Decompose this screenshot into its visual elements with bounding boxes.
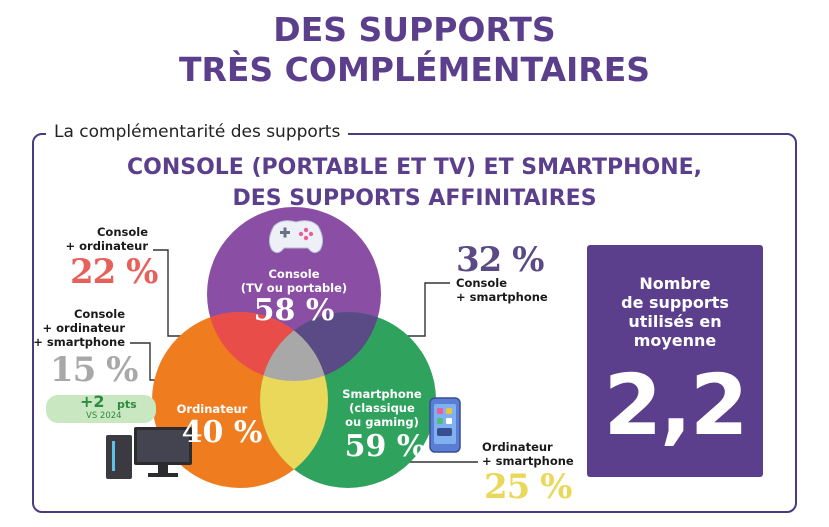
ordinateur-label: Ordinateur <box>177 402 248 416</box>
trend-badge-value: +2 <box>80 392 105 411</box>
console-value: 58 % <box>254 293 335 328</box>
stat-box <box>587 245 763 477</box>
all-three-label-line-2: + ordinateur <box>42 321 126 335</box>
ordinateur-smartphone-label: Ordinateur + smartphone <box>482 440 582 468</box>
console-ordinateur-label-line-1: Console <box>96 225 148 239</box>
smartphone-label-line-2: (classique <box>349 401 415 415</box>
all-three-label-line-1: Console <box>73 307 125 321</box>
ordinateur-smartphone-label-line-2: + smartphone <box>482 454 574 468</box>
trend-badge-unit: pts <box>117 398 137 411</box>
console-ordinateur-label: Console + ordinateur <box>60 225 149 253</box>
console-ordinateur-value: 22 % <box>70 252 158 292</box>
venn-intersection-all-three <box>260 312 328 381</box>
ordinateur-smartphone-value: 25 % <box>484 467 572 507</box>
chart-subtitle: CONSOLE (PORTABLE ET TV) ET SMARTPHONE, … <box>0 152 829 214</box>
smartphone-value: 59 % <box>345 429 426 464</box>
main-title: DES SUPPORTS TRÈS COMPLÉMENTAIRES <box>0 10 829 90</box>
stat-label: Nombre de supports utilisés en moyenne <box>587 274 763 350</box>
stat-label-line-1: Nombre <box>639 274 711 293</box>
trend-badge <box>46 395 156 423</box>
all-three-label: Console + ordinateur + smartphone <box>30 307 125 349</box>
console-label-line-1: Console <box>268 267 319 281</box>
stat-label-line-3: utilisés en <box>628 312 722 331</box>
content-frame <box>32 133 797 513</box>
title-line-1: DES SUPPORTS <box>273 10 556 49</box>
smartphone-label-line-1: Smartphone <box>342 387 422 401</box>
console-label-line-2: (TV ou portable) <box>241 281 347 295</box>
all-three-label-line-3: + smartphone <box>33 335 125 349</box>
smartphone-icon <box>429 397 461 453</box>
console-smartphone-label-line-2: + smartphone <box>456 290 548 304</box>
title-line-2: TRÈS COMPLÉMENTAIRES <box>178 50 651 89</box>
console-ordinateur-label-line-2: + ordinateur <box>65 239 149 253</box>
smartphone-label-line-3: ou gaming) <box>345 415 419 429</box>
stat-label-line-2: de supports <box>621 293 729 312</box>
trend-badge-sub: VS 2024 <box>86 411 122 421</box>
console-smartphone-label: Console + smartphone <box>456 276 566 304</box>
all-three-value: 15 % <box>50 350 138 390</box>
section-label: La complémentarité des supports <box>46 121 349 143</box>
ordinateur-value: 40 % <box>182 415 263 450</box>
console-smartphone-label-line-1: Console <box>456 276 508 290</box>
subtitle-line-2: DES SUPPORTS AFFINITAIRES <box>232 186 597 211</box>
console-smartphone-value: 32 % <box>456 240 544 280</box>
stat-label-line-4: moyenne <box>633 331 717 350</box>
stat-value: 2,2 <box>603 356 749 454</box>
ordinateur-smartphone-label-line-1: Ordinateur <box>482 440 553 454</box>
subtitle-line-1: CONSOLE (PORTABLE ET TV) ET SMARTPHONE, <box>126 155 703 180</box>
computer-icon <box>106 427 192 479</box>
gamepad-icon <box>268 220 324 254</box>
